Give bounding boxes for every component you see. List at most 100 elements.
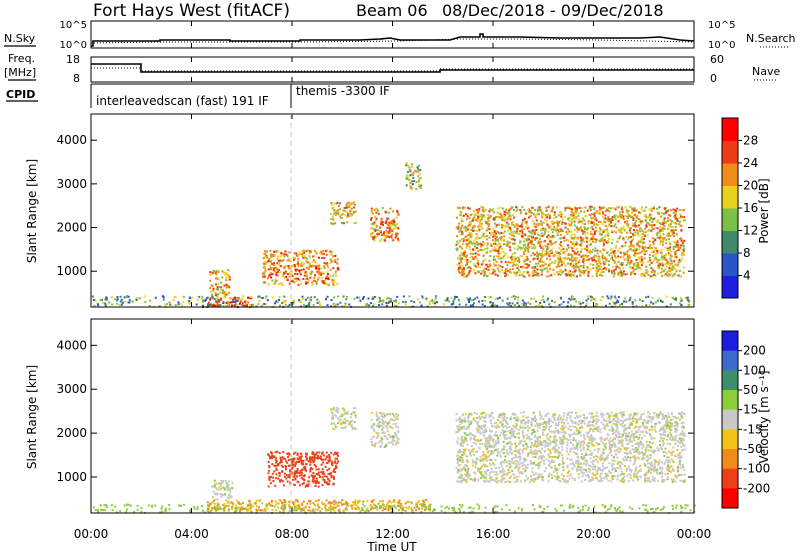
power-mark <box>393 222 395 225</box>
power-mark <box>538 206 541 209</box>
power-mark <box>270 276 273 279</box>
velocity-mark <box>305 463 308 466</box>
power-mark <box>524 250 527 253</box>
velocity-mark <box>288 459 291 461</box>
power-mark <box>390 236 393 239</box>
power-mark <box>410 163 413 166</box>
power-mark <box>518 246 521 249</box>
velocity-mark <box>321 476 324 479</box>
velocity-mark <box>548 472 551 475</box>
power-mark <box>341 213 344 216</box>
power-mark <box>613 218 616 221</box>
power-mark <box>284 250 287 253</box>
power-mark <box>636 229 639 232</box>
power-mark <box>623 253 626 256</box>
power-mark <box>584 259 587 261</box>
power-mark <box>537 213 540 215</box>
power-mark <box>510 296 513 299</box>
velocity-mark <box>636 448 639 451</box>
power-mark <box>598 274 601 277</box>
power-mark <box>641 305 644 308</box>
power-mark <box>663 254 666 257</box>
power-mark <box>525 223 528 226</box>
power-mark <box>574 269 577 272</box>
power-mark <box>480 225 483 228</box>
power-mark <box>528 210 531 213</box>
power-mark <box>497 255 500 258</box>
velocity-mark <box>388 420 391 423</box>
power-mark <box>537 206 540 209</box>
power-mark <box>492 232 494 235</box>
velocity-mark <box>391 439 394 442</box>
velocity-mark <box>416 505 419 508</box>
power-mark <box>560 244 562 247</box>
power-mark <box>300 301 303 304</box>
velocity-mark <box>385 443 388 446</box>
power-mark <box>221 289 224 292</box>
power-mark <box>188 302 191 305</box>
power-mark <box>301 253 304 255</box>
power-mark <box>617 206 620 209</box>
power-mark <box>102 302 104 305</box>
power-mark <box>514 256 517 259</box>
power-mark <box>293 257 296 260</box>
power-mark <box>467 206 469 209</box>
velocity-mark <box>537 462 540 465</box>
velocity-mark <box>301 461 304 464</box>
power-mark <box>602 244 605 247</box>
power-mark <box>297 262 300 265</box>
power-mark <box>214 294 217 297</box>
power-mark <box>105 296 108 299</box>
power-mark <box>376 209 379 212</box>
power-mark <box>553 228 556 231</box>
power-mark <box>231 298 234 301</box>
velocity-mark <box>573 448 576 450</box>
velocity-mark <box>357 500 360 503</box>
power-mark <box>539 254 542 257</box>
power-mark <box>673 266 675 269</box>
velocity-mark <box>321 484 324 486</box>
date-range: 08/Dec/2018 - 09/Dec/2018 <box>442 1 664 20</box>
velocity-mark <box>643 474 646 477</box>
power-mark <box>670 225 672 228</box>
power-mark <box>546 251 549 254</box>
power-mark <box>655 248 658 251</box>
power-mark <box>476 296 479 299</box>
power-mark <box>460 233 463 236</box>
power-mark <box>460 268 463 271</box>
power-mark <box>640 233 643 236</box>
power-mark <box>475 237 477 240</box>
power-mark <box>667 249 669 251</box>
power-mark <box>268 274 270 277</box>
power-mark <box>416 167 419 170</box>
velocity-mark <box>313 454 316 456</box>
nave-label: Nave <box>752 65 780 78</box>
velocity-mark <box>645 471 648 474</box>
velocity-mark <box>387 506 390 508</box>
velocity-mark <box>273 456 275 458</box>
power-mark <box>313 276 316 279</box>
power-mark <box>209 303 212 306</box>
velocity-mark <box>309 500 312 502</box>
power-mark <box>585 240 588 243</box>
power-mark <box>586 245 588 248</box>
power-mark <box>637 257 640 260</box>
power-mark <box>293 264 296 266</box>
power-mark <box>639 267 642 270</box>
velocity-mark <box>326 483 329 486</box>
power-mark <box>570 275 573 277</box>
power-mark <box>617 220 620 223</box>
power-mark <box>222 301 225 303</box>
power-mark <box>562 270 565 273</box>
power-mark <box>305 273 308 276</box>
power-mark <box>479 245 482 248</box>
velocity-mark <box>585 452 588 455</box>
power-mark <box>632 249 635 252</box>
power-mark <box>667 227 670 230</box>
power-mark <box>562 257 565 260</box>
power-mark <box>619 231 622 234</box>
velocity-mark <box>608 442 611 445</box>
power-mark <box>647 295 650 298</box>
power-mark <box>547 212 550 215</box>
power-mark <box>221 270 224 273</box>
